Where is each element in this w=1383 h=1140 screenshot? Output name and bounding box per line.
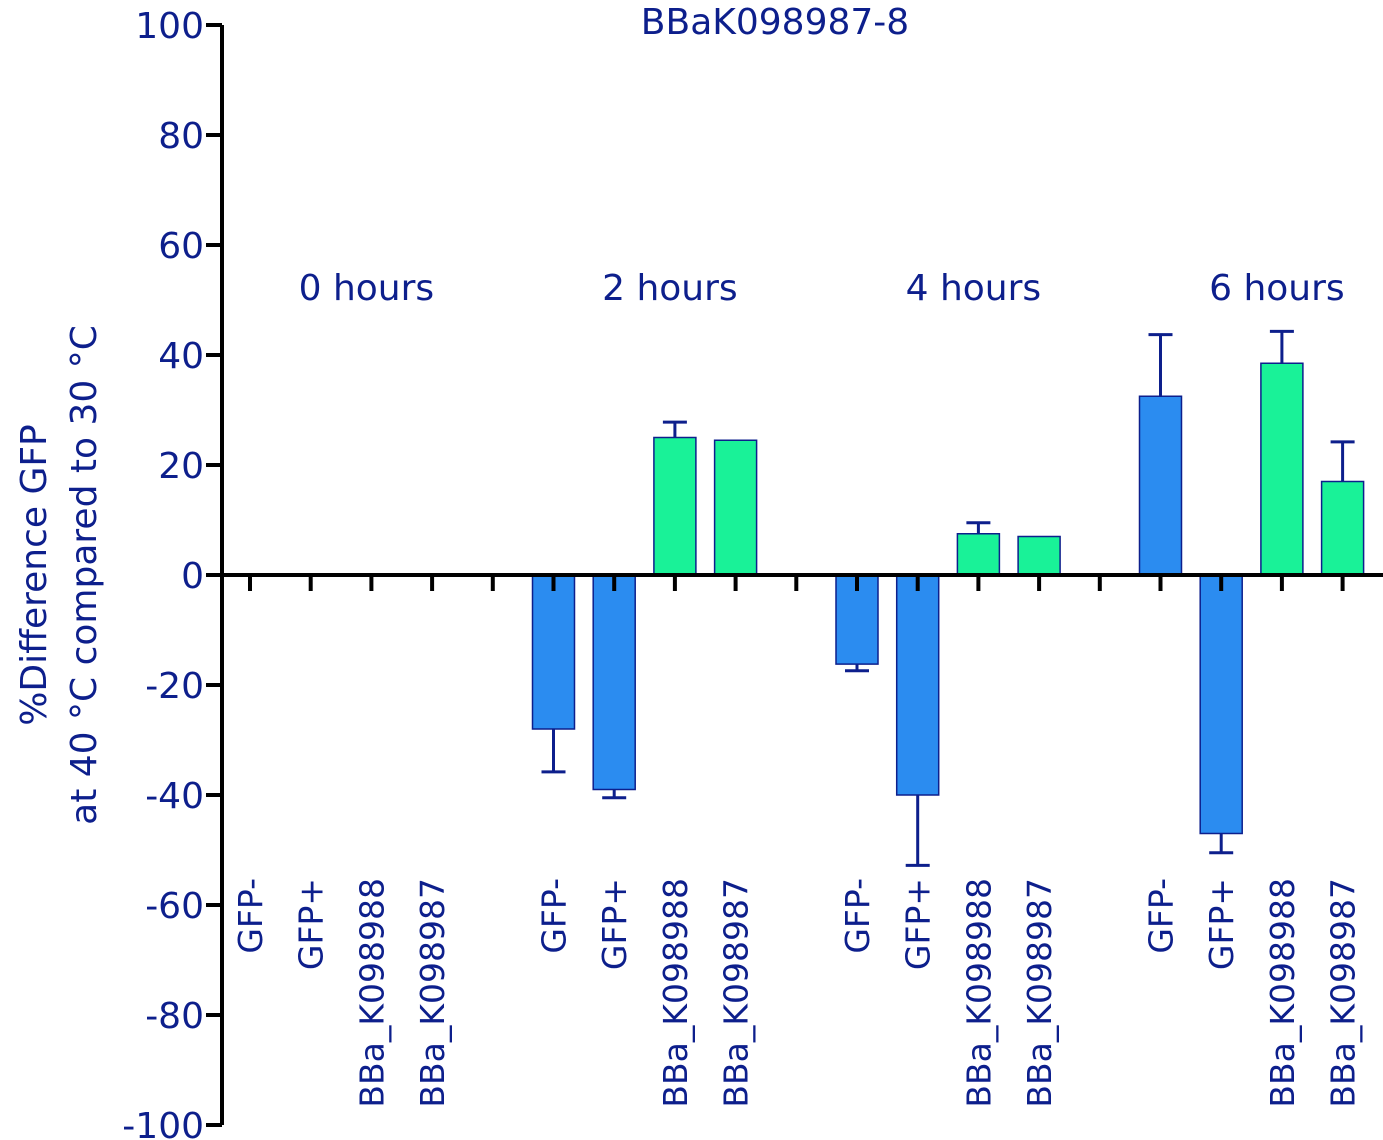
y-tick-label: -20	[145, 666, 204, 707]
category-label: BBa_K098988	[352, 878, 391, 1108]
bar	[713, 439, 758, 576]
y-axis-title-line1: %Difference GFP	[14, 424, 55, 726]
category-label: BBa_K098987	[717, 878, 756, 1108]
category-label: GFP+	[899, 878, 938, 970]
y-tick-label: 100	[135, 6, 204, 47]
category-label: BBa_K098987	[1020, 878, 1059, 1108]
category-label: GFP+	[1202, 878, 1241, 970]
group-label: 0 hours	[299, 268, 435, 309]
y-tick-label: -80	[145, 996, 204, 1037]
group-label: 4 hours	[906, 268, 1042, 309]
chart-title: BBaK098987-8	[641, 2, 909, 43]
bar	[531, 574, 576, 730]
category-label: BBa_K098988	[959, 878, 998, 1108]
category-label: GFP+	[595, 878, 634, 970]
category-label: BBa_K098988	[656, 878, 695, 1108]
bar	[895, 574, 940, 796]
category-label: BBa_K098987	[413, 878, 452, 1108]
group-label: 6 hours	[1209, 268, 1345, 309]
y-tick-label: -60	[145, 886, 204, 927]
y-tick-label: -100	[122, 1106, 204, 1140]
category-label: GFP-	[838, 878, 877, 954]
category-label: GFP-	[1142, 878, 1181, 954]
y-axis-title-line2: at 40 °C compared to 30 °C	[64, 325, 105, 825]
bar	[1260, 362, 1304, 576]
bar	[1138, 395, 1183, 576]
y-tick-label: 0	[181, 556, 204, 597]
plot-area: 100 80 60 40 20 0 -20 -40 -60 -80 -100 0 hours GFP- G…	[122, 6, 1383, 1140]
bar	[1017, 535, 1061, 576]
y-axis-title: %Difference GFP at 40 °C compared to 30 …	[14, 325, 105, 825]
y-tick-label: 80	[158, 116, 204, 157]
bar	[1199, 574, 1243, 835]
category-label: GFP+	[292, 878, 331, 970]
bar	[956, 533, 1001, 576]
category-label: GFP-	[535, 878, 574, 954]
group-label: 2 hours	[602, 268, 738, 309]
category-label: GFP-	[231, 878, 270, 954]
bar	[1320, 480, 1365, 576]
bar	[653, 436, 697, 576]
category-label: BBa_K098987	[1324, 878, 1363, 1108]
y-tick-label: 60	[158, 226, 204, 267]
y-tick-label: 20	[158, 446, 204, 487]
y-tick-label: 40	[158, 336, 204, 377]
category-label: BBa_K098988	[1263, 878, 1302, 1108]
y-tick-label: -40	[145, 776, 204, 817]
bar	[592, 574, 636, 791]
